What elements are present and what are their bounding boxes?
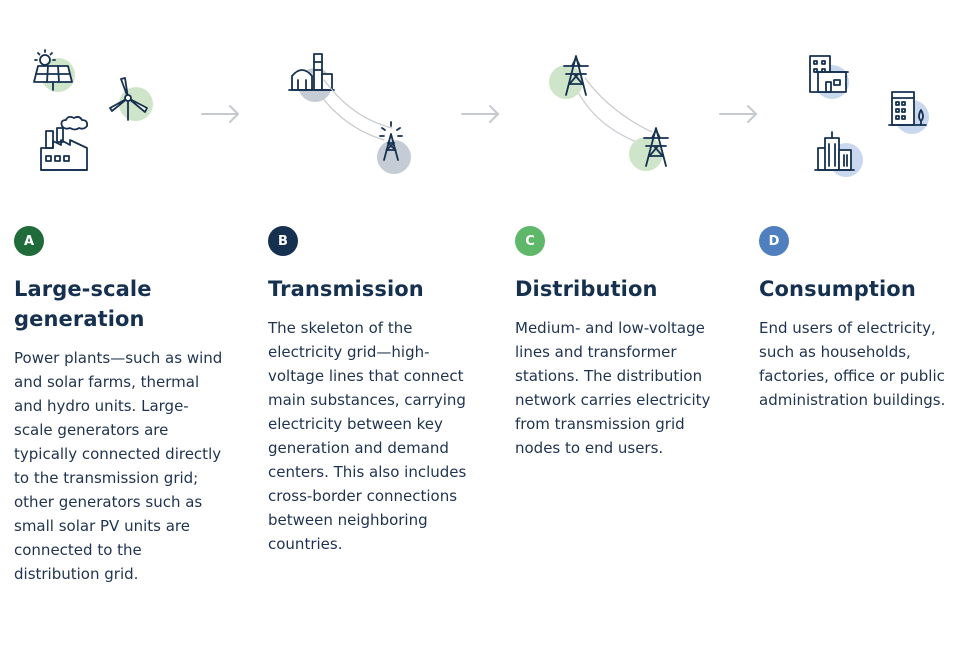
stage-badge-a: A — [14, 226, 44, 256]
stage-badge-b: B — [268, 226, 298, 256]
stage-description: The skeleton of the electricity grid—hig… — [268, 319, 467, 553]
stage-consumption: D Consumption End users of electricity, … — [759, 226, 955, 412]
stage-transmission: B Transmission The skeleton of the elect… — [268, 226, 474, 556]
flow-arrow — [201, 105, 239, 123]
illustration-row — [33, 49, 929, 177]
apartment-building-icon — [888, 91, 929, 134]
city-buildings-icon — [814, 131, 863, 177]
stage-title: Large-scale generation — [14, 274, 226, 334]
stage-title: Transmission — [268, 277, 424, 301]
stage-badge-d: D — [759, 226, 789, 256]
stage-title-line: Large-scale — [14, 277, 152, 301]
solar-panel-icon — [33, 49, 75, 92]
power-plant-icon — [288, 53, 335, 102]
wind-turbine-icon — [109, 77, 153, 121]
stage-badge-c: C — [515, 226, 545, 256]
stage-distribution: C Distribution Medium- and low-voltage l… — [515, 226, 720, 460]
factory-icon — [40, 115, 89, 171]
stage-title-line: generation — [14, 307, 145, 331]
stage-title: Consumption — [759, 277, 916, 301]
stage-description: Medium- and low-voltage lines and transf… — [515, 319, 711, 457]
flow-arrow — [719, 105, 757, 123]
stage-title: Distribution — [515, 277, 658, 301]
stage-generation: A Large-scale generation Power plants—su… — [14, 226, 226, 586]
office-building-icon — [809, 55, 849, 99]
flow-arrow — [461, 105, 499, 123]
pylon-icon — [549, 55, 589, 99]
stage-description: Power plants—such as wind and solar farm… — [14, 349, 223, 583]
pylon-icon — [629, 127, 669, 171]
transmission-tower-icon — [377, 121, 411, 174]
distribution-line — [577, 77, 653, 145]
stage-description: End users of electricity, such as househ… — [759, 319, 946, 409]
transmission-line — [317, 79, 393, 141]
